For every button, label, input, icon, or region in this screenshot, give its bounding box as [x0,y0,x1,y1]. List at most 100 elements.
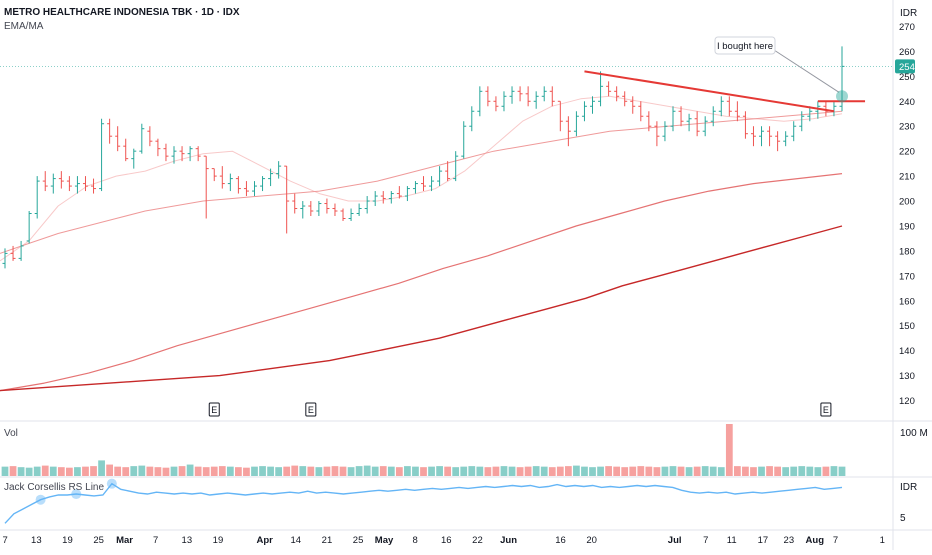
time-tick-label: 16 [555,535,566,546]
volume-bars [1,424,846,476]
price-bar [638,101,644,122]
price-bar [340,208,346,221]
price-bar [461,121,467,159]
price-bar [18,240,24,261]
price-bar [759,126,765,147]
price-bar [10,245,16,261]
price-bar [726,96,732,117]
price-bar [42,171,48,192]
price-bar [501,91,507,112]
volume-bar [629,466,637,476]
price-tick-label: 160 [899,296,915,307]
price-bar [783,131,789,147]
time-tick-label: May [375,535,394,546]
indicator-label[interactable]: EMA/MA [4,21,44,32]
time-tick-label: 7 [833,535,838,546]
volume-bar [500,466,508,476]
volume-bar [339,466,347,476]
time-tick-label: 22 [472,535,483,546]
earnings-marker-label: E [823,405,829,415]
price-bar [710,106,716,127]
rs-axis-top-label: IDR [900,482,918,493]
price-bar [364,196,370,214]
volume-bar [508,466,516,476]
time-tick-label: 13 [182,535,193,546]
price-bar [251,181,257,197]
volume-bar [291,465,299,476]
time-tick-label: Jun [500,535,517,546]
volume-bar [733,466,741,476]
price-bar [82,176,88,192]
volume-bar [412,466,419,476]
price-axis[interactable]: 120 130 140 150 160 170 180 190 200 210 220 230 240 2… [895,22,915,407]
rs-line-group [4,478,843,524]
volume-bar [162,467,170,476]
volume-bar [17,467,25,476]
price-tick-label: 190 [899,221,915,232]
volume-bar [114,466,122,476]
symbol-title[interactable]: METRO HEALTHCARE INDONESIA TBK · 1D · ID… [4,7,240,18]
volume-bar [25,467,33,476]
volume-bar [581,466,588,476]
volume-bar [323,466,331,476]
price-bar [421,176,426,192]
volume-bar [154,467,162,476]
price-bar [437,166,443,187]
price-tick-label: 130 [899,371,915,382]
price-bar [646,111,652,132]
ema-light-line [0,110,843,254]
price-bar [107,118,113,144]
time-tick-label: 25 [353,535,364,546]
price-tick-label: 200 [899,197,915,208]
price-bar [243,181,249,197]
time-tick-label: 7 [703,535,708,546]
volume-bar [540,466,548,476]
ema-dark-line [0,225,843,392]
volume-bar [605,466,612,476]
price-bar [147,126,153,147]
volume-bar [516,467,524,476]
price-bar [2,248,8,269]
price-bar [99,118,105,192]
volume-bar [299,466,307,476]
volume-bar [669,466,677,476]
rs-line-label[interactable]: Jack Corsellis RS Line [4,482,105,493]
price-bar [750,126,756,147]
volume-bar [420,467,427,476]
ema-mid-line [0,173,843,392]
volume-bar [226,466,234,476]
volume-bar [379,466,387,476]
volume-bar [404,466,411,476]
price-bar [155,138,161,157]
price-bar [276,161,282,179]
price-bar [388,191,394,204]
volume-bar [637,466,645,476]
volume-bar [98,460,105,476]
volume-bar [524,466,532,476]
price-bar [815,101,821,119]
price-bar [606,81,612,97]
price-bar [34,176,40,219]
price-bar [686,113,692,132]
volume-bar [452,467,460,476]
price-bar [195,146,201,162]
time-tick-label: 19 [62,535,73,546]
price-tick-label: 230 [899,122,915,133]
price-bar [91,178,97,194]
earnings-marker-box [820,402,832,417]
volume-bar [9,466,17,476]
volume-bar [41,465,49,476]
price-bar [356,203,362,216]
volume-bar [717,467,725,476]
volume-bar [492,466,500,476]
time-axis[interactable]: 7 13 19 25 Mar 7 13 19 Apr 14 21 25 May 8 16 22 Jun 16 20 J… [3,535,885,546]
time-tick-label: 7 [3,535,8,546]
price-bar [557,100,563,132]
volume-bar [170,466,178,476]
volume-label[interactable]: Vol [4,428,18,439]
time-tick-label: 23 [784,535,795,546]
volume-bar [436,466,443,476]
price-bar [630,96,636,114]
price-bar [654,121,660,147]
